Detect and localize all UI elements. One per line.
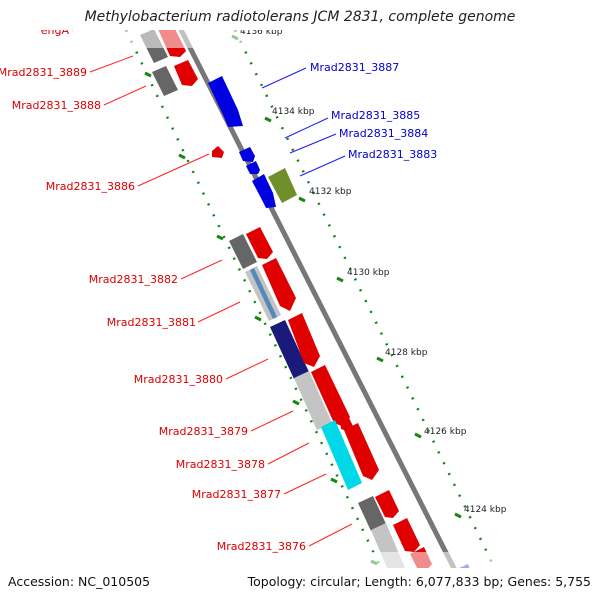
gene-label-3877[interactable]: Mrad2831_3877 xyxy=(192,488,281,501)
gene-label-3881[interactable]: Mrad2831_3881 xyxy=(107,316,196,329)
forward-gene xyxy=(393,518,420,552)
forward-gene xyxy=(344,423,379,480)
gene-label-3886[interactable]: Mrad2831_3886 xyxy=(46,180,135,193)
gene-label-3883[interactable]: Mrad2831_3883 xyxy=(348,148,437,161)
gene-label-3889[interactable]: Mrad2831_3889 xyxy=(0,66,87,79)
gene-label-engA[interactable]: engA xyxy=(41,24,70,37)
gene-label-3887[interactable]: Mrad2831_3887 xyxy=(310,61,399,74)
fade-bottom xyxy=(0,552,600,568)
ruler-label: 4126 kbp xyxy=(424,427,467,437)
ruler-tick-marks xyxy=(231,34,462,519)
gene-block xyxy=(250,268,277,319)
map-title-overlay: Methylobacterium radiotolerans JCM 2831,… xyxy=(84,9,516,25)
reverse-gene xyxy=(208,76,243,127)
forward-gene xyxy=(246,227,273,259)
olive-gene xyxy=(268,168,297,203)
gene-label-3888[interactable]: Mrad2831_3888 xyxy=(12,99,101,112)
right-leader-lines xyxy=(261,67,346,177)
cyan-block xyxy=(321,420,362,490)
forward-gene xyxy=(311,365,350,427)
forward-gene xyxy=(375,490,399,518)
reverse-gene xyxy=(246,161,260,174)
accession-text: Accession: NC_010505 xyxy=(8,574,151,589)
fade-top xyxy=(0,30,600,48)
reverse-outer-genes xyxy=(208,76,470,568)
reverse-gene xyxy=(239,147,255,162)
forward-gene xyxy=(262,258,296,311)
gene-label-3878[interactable]: Mrad2831_3878 xyxy=(176,458,265,471)
left-leader-lines xyxy=(72,30,353,547)
gene-label-3884[interactable]: Mrad2831_3884 xyxy=(339,127,428,140)
ruler-label: 4136 kbp xyxy=(240,27,283,37)
gene-label-3876[interactable]: Mrad2831_3876 xyxy=(217,540,306,553)
forward-gene xyxy=(288,313,320,367)
forward-gene xyxy=(174,60,198,86)
reverse-gene xyxy=(252,174,276,208)
ruler-label: 4130 kbp xyxy=(347,268,390,278)
gene-label-3880[interactable]: Mrad2831_3880 xyxy=(134,373,223,386)
forward-gene xyxy=(212,146,224,158)
ruler-label: 4124 kbp xyxy=(464,505,507,515)
gene-label-3879[interactable]: Mrad2831_3879 xyxy=(159,425,248,438)
genome-summary-text: Topology: circular; Length: 6,077,833 bp… xyxy=(247,574,591,589)
gene-block xyxy=(229,234,257,269)
gene-block xyxy=(358,496,386,531)
gene-block xyxy=(294,371,332,430)
gene-block xyxy=(152,66,178,96)
gene-label-3885[interactable]: Mrad2831_3885 xyxy=(331,109,420,122)
ruler-label: 4132 kbp xyxy=(309,187,352,197)
gene-label-3882[interactable]: Mrad2831_3882 xyxy=(89,273,178,286)
gene-block xyxy=(270,320,309,379)
ruler-label: 4128 kbp xyxy=(385,348,428,358)
ruler-label: 4134 kbp xyxy=(272,107,315,117)
